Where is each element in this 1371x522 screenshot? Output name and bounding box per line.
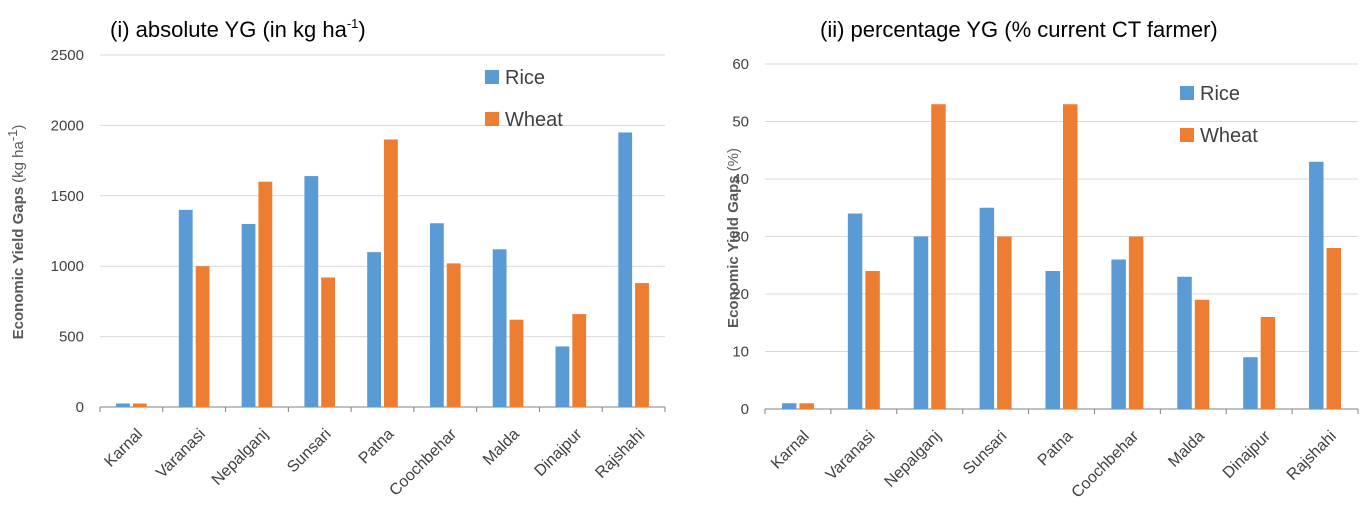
legend-label-wheat: Wheat (505, 109, 563, 131)
x-tick-label: Karnal (768, 428, 813, 473)
bar-wheat-nepalganj (931, 104, 946, 409)
bar-wheat-nepalganj (258, 181, 273, 407)
x-tick-label: Coochbehar (1069, 427, 1143, 501)
y-axis-label: Economic Yield Gaps(kg ha-1) (5, 125, 27, 340)
y-tick-label: 10 (732, 344, 749, 361)
x-tick-label: Dinajpur (1220, 427, 1275, 482)
chart-title: (i) absolute YG (in kg ha-1) (110, 16, 366, 42)
x-tick-label: Patna (356, 426, 398, 468)
bar-wheat-patna (1063, 104, 1078, 409)
bar-rice-sunsari (304, 176, 319, 407)
x-tick-label: Varanasi (823, 428, 879, 484)
bar-wheat-coochbehar (446, 263, 461, 407)
y-tick-label: 50 (732, 114, 749, 131)
x-tick-label: Malda (1165, 428, 1208, 471)
bar-rice-nepalganj (913, 236, 929, 409)
y-tick-label: 2000 (51, 117, 84, 134)
x-tick-label: Rajshahi (592, 426, 648, 482)
percentage-yield-gap-chart: (ii) percentage YG (% current CT farmer)… (725, 17, 1359, 501)
y-tick-label: 500 (59, 329, 84, 346)
legend-swatch-wheat (485, 112, 499, 126)
bar-wheat-malda (509, 319, 524, 407)
y-tick-label: 2500 (51, 47, 84, 64)
bar-rice-karnal (116, 403, 130, 407)
y-tick-label: 30 (732, 229, 749, 246)
legend-swatch-rice (1180, 86, 1194, 100)
bar-wheat-karnal (799, 403, 814, 409)
x-tick-label: Nepalganj (209, 426, 272, 489)
bar-wheat-sunsari (321, 277, 336, 407)
bar-rice-patna (1045, 271, 1060, 409)
x-tick-label: Rajshahi (1284, 428, 1340, 484)
bar-wheat-rajshahi (635, 283, 649, 407)
bar-rice-patna (367, 252, 381, 407)
bar-rice-varanasi (847, 213, 863, 409)
bar-wheat-varanasi (865, 271, 880, 409)
bar-rice-coochbehar (1111, 259, 1126, 409)
y-tick-label: 1500 (51, 188, 84, 205)
x-tick-label: Karnal (101, 426, 146, 471)
bar-rice-rajshahi (1309, 161, 1324, 409)
x-tick-label: Patna (1035, 428, 1077, 470)
bar-rice-karnal (781, 403, 797, 409)
bar-rice-malda (492, 249, 507, 407)
legend-swatch-wheat (1180, 128, 1194, 142)
bar-rice-coochbehar (429, 223, 444, 407)
bar-wheat-patna (384, 139, 398, 408)
x-tick-label: Sunsari (284, 426, 334, 476)
bar-wheat-coochbehar (1128, 236, 1144, 409)
y-tick-label: 20 (732, 286, 749, 303)
x-tick-label: Varanasi (153, 426, 209, 482)
y-tick-label: 40 (732, 171, 749, 188)
x-tick-label: Sunsari (960, 428, 1010, 478)
bar-rice-dinajpur (555, 346, 570, 407)
legend-swatch-rice (485, 70, 499, 84)
bar-wheat-dinajpur (1260, 317, 1276, 409)
bar-wheat-varanasi (195, 266, 210, 407)
legend-label-rice: Rice (1200, 83, 1240, 105)
x-tick-label: Malda (480, 426, 523, 469)
legend-label-wheat: Wheat (1200, 125, 1258, 147)
bar-rice-malda (1177, 276, 1192, 409)
bar-wheat-dinajpur (572, 314, 587, 407)
y-tick-label: 1000 (51, 258, 84, 275)
bar-wheat-malda (1194, 299, 1210, 409)
bar-rice-sunsari (979, 207, 995, 409)
bar-rice-nepalganj (241, 223, 256, 407)
chart-title: (ii) percentage YG (% current CT farmer) (820, 17, 1218, 42)
bar-wheat-karnal (132, 403, 147, 407)
bar-wheat-rajshahi (1326, 248, 1342, 409)
absolute-yield-gap-chart: (i) absolute YG (in kg ha-1) 0 500 1000 150… (5, 16, 666, 499)
bar-rice-varanasi (178, 209, 193, 407)
bar-rice-dinajpur (1243, 357, 1258, 409)
x-tick-label: Dinajpur (532, 425, 587, 480)
y-axis-label: Economic Yield Gaps(%) (725, 148, 742, 328)
bar-wheat-sunsari (997, 236, 1012, 409)
y-tick-label: 60 (732, 56, 749, 73)
bar-rice-rajshahi (618, 132, 633, 407)
y-tick-label: 0 (76, 399, 84, 416)
y-tick-label: 0 (741, 401, 749, 418)
x-tick-label: Nepalganj (882, 428, 945, 491)
legend-label-rice: Rice (505, 67, 545, 89)
x-tick-label: Coochbehar (386, 425, 460, 499)
